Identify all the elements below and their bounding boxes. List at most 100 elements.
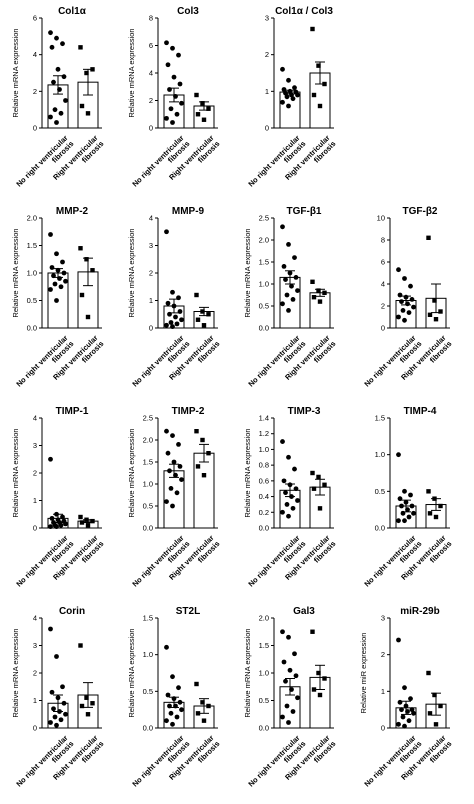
data-point-circle	[164, 499, 169, 504]
chart-panel: MMP-2 0.0 0.5 1.0 1.5 2.0 Relative mRNA expres…	[11, 206, 105, 389]
data-point-circle	[405, 507, 410, 513]
data-point-circle	[170, 433, 175, 438]
data-point-square	[316, 288, 321, 293]
data-point-circle	[408, 283, 413, 289]
data-point-circle	[402, 488, 407, 494]
data-point-square	[432, 496, 437, 501]
data-point-circle	[164, 644, 169, 650]
data-point-square	[79, 520, 85, 525]
data-point-circle	[165, 692, 171, 698]
data-point-square	[427, 511, 433, 516]
data-point-circle	[396, 637, 401, 643]
data-point-square	[85, 111, 91, 116]
data-point-circle	[179, 707, 184, 713]
data-point-circle	[295, 288, 300, 293]
data-point-square	[206, 106, 211, 111]
data-point-circle	[179, 477, 184, 482]
data-point-circle	[63, 278, 68, 284]
y-tick-label: 6	[33, 14, 37, 23]
y-tick-label: 0	[381, 724, 385, 733]
data-point-circle	[170, 503, 175, 509]
data-point-circle	[167, 468, 172, 474]
data-point-circle	[49, 265, 55, 270]
data-point-circle	[170, 289, 175, 295]
data-point-square	[90, 518, 95, 524]
data-point-circle	[292, 85, 297, 91]
y-tick-label: 2.0	[27, 214, 37, 223]
data-point-circle	[281, 659, 287, 665]
data-point-square	[78, 246, 83, 251]
y-axis-label: Relative mRNA expression	[11, 228, 20, 317]
y-tick-label: 1.0	[375, 450, 385, 459]
data-point-circle	[290, 709, 296, 714]
data-point-circle	[49, 689, 55, 695]
data-point-circle	[402, 518, 407, 524]
data-point-circle	[286, 242, 291, 247]
chart-title: miR-29b	[400, 606, 439, 617]
data-point-square	[200, 700, 205, 705]
data-point-circle	[55, 66, 61, 72]
y-tick-label: 0	[149, 324, 153, 333]
chart-panel: TIMP-2 0.0 0.5 1.0 1.5 2.0 2.5 Relative mRNA ex…	[127, 406, 221, 589]
data-point-square	[195, 317, 201, 322]
data-point-circle	[286, 634, 291, 640]
y-tick-label: 2.0	[143, 436, 153, 445]
data-point-circle	[58, 110, 64, 116]
data-point-square	[79, 103, 85, 109]
data-point-circle	[283, 678, 288, 684]
data-point-circle	[52, 281, 58, 287]
data-point-circle	[287, 482, 293, 488]
data-point-circle	[171, 303, 177, 309]
data-point-square	[322, 81, 327, 87]
data-point-circle	[170, 45, 175, 51]
data-point-circle	[165, 62, 171, 68]
y-tick-label: 0	[33, 124, 37, 133]
data-point-circle	[406, 718, 412, 724]
data-point-square	[195, 464, 201, 469]
y-tick-label: 0.0	[27, 324, 37, 333]
data-point-circle	[280, 66, 285, 72]
data-point-circle	[402, 276, 407, 281]
data-point-circle	[61, 700, 67, 706]
data-point-square	[90, 67, 95, 72]
data-point-circle	[173, 703, 178, 709]
data-point-square	[433, 722, 439, 727]
data-point-circle	[280, 301, 285, 307]
data-point-circle	[400, 510, 406, 516]
y-tick-label: 8	[149, 14, 153, 23]
data-point-circle	[287, 667, 293, 673]
data-point-circle	[400, 308, 406, 313]
data-point-square	[201, 117, 207, 122]
data-point-circle	[48, 626, 53, 632]
data-point-square	[201, 473, 207, 478]
y-tick-label: 1	[265, 87, 269, 96]
data-point-circle	[289, 494, 294, 499]
data-point-circle	[408, 492, 413, 498]
data-point-square	[432, 692, 437, 698]
y-tick-label: 3	[33, 641, 37, 650]
y-tick-label: 0.0	[375, 524, 385, 533]
data-point-square	[322, 290, 327, 295]
data-point-circle	[293, 275, 299, 280]
y-tick-label: 4	[33, 414, 37, 423]
y-tick-label: 1.0	[259, 280, 269, 289]
data-point-circle	[286, 103, 291, 109]
data-point-square	[194, 429, 199, 434]
data-point-circle	[63, 711, 68, 717]
y-tick-label: 1.0	[143, 480, 153, 489]
y-axis-label: Relative miR expression	[359, 633, 368, 714]
y-tick-label: 0	[33, 724, 37, 733]
data-point-circle	[173, 314, 178, 320]
data-point-circle	[397, 699, 403, 705]
data-point-square	[195, 711, 201, 716]
data-point-square	[311, 92, 317, 98]
data-point-square	[427, 711, 433, 716]
y-tick-label: 1.5	[27, 241, 37, 250]
data-point-circle	[399, 299, 404, 304]
data-point-circle	[280, 509, 285, 515]
data-point-circle	[174, 111, 180, 117]
data-point-circle	[54, 524, 59, 530]
data-point-circle	[396, 452, 401, 458]
data-point-circle	[405, 301, 410, 307]
